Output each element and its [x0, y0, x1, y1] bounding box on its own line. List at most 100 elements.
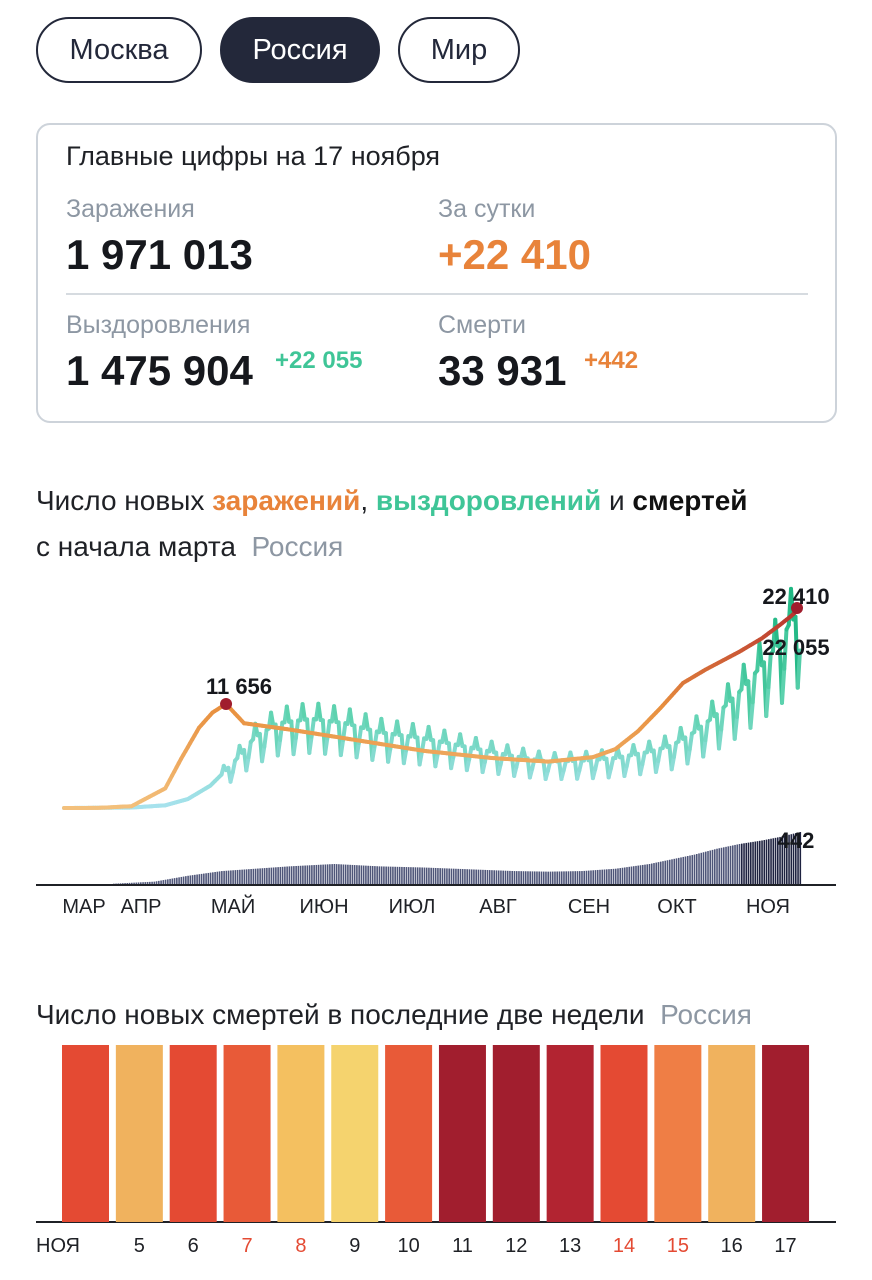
- deaths-bar: [421, 867, 423, 884]
- deaths-bar: [450, 868, 453, 884]
- deaths-bar: [655, 862, 658, 884]
- month-tick-label: ИЮН: [299, 896, 348, 918]
- title-region: Россия: [251, 531, 344, 562]
- deaths-bar: [414, 867, 417, 884]
- deaths-bar: [738, 844, 741, 884]
- deaths-bar: [117, 883, 120, 884]
- recoveries-line-segment: [370, 744, 377, 762]
- deaths-bar: [734, 844, 736, 884]
- death-bar: [169, 1045, 217, 1222]
- summary-card: Главные цифры на 17 ноября Заражения 1 9…: [36, 123, 837, 423]
- deaths-bar: [603, 869, 606, 884]
- deaths-bar: [329, 864, 331, 884]
- deaths-bar: [641, 864, 644, 884]
- deaths-bar: [466, 869, 468, 884]
- deaths-bar: [727, 846, 730, 884]
- title-deaths: смертей: [632, 485, 748, 516]
- deaths-bar: [513, 871, 516, 884]
- deaths-bar: [261, 868, 264, 884]
- deaths-bar: [632, 866, 635, 884]
- deaths-bar: [617, 868, 619, 884]
- deaths-bar: [378, 866, 381, 884]
- deaths-bar: [446, 868, 448, 884]
- deaths-bar: [380, 866, 383, 884]
- deaths-bar: [673, 858, 676, 884]
- recoveries-line-segment: [687, 731, 694, 752]
- death-bar: [385, 1045, 433, 1222]
- recoveries-line-segment: [363, 712, 370, 732]
- deaths-bar: [275, 867, 277, 884]
- death-bar: [546, 1045, 594, 1222]
- deaths-bar: [770, 838, 772, 884]
- deaths-bar: [234, 870, 237, 884]
- deaths-bar: [171, 878, 174, 884]
- deaths-bar: [524, 871, 527, 884]
- deaths-bar: [259, 868, 261, 884]
- deaths-bar: [569, 871, 572, 884]
- deaths-bar: [477, 869, 480, 884]
- deaths-bar: [437, 868, 439, 884]
- deaths-bar: [729, 845, 732, 884]
- deaths-bar: [423, 867, 426, 884]
- deaths-bar: [128, 882, 131, 884]
- deaths-bar: [542, 871, 545, 884]
- last-infections-dot: [791, 602, 803, 614]
- deaths-bar: [218, 871, 221, 884]
- deaths-bar: [389, 866, 392, 884]
- deaths-bar: [295, 866, 297, 884]
- death-bar-day-label: 13: [559, 1235, 581, 1257]
- deaths-bar: [308, 865, 311, 884]
- deaths-bar: [621, 867, 624, 884]
- deaths-bar: [644, 864, 646, 884]
- deaths-bar: [702, 852, 705, 884]
- death-bar-day-label: 11: [452, 1235, 473, 1257]
- deaths-bar: [430, 867, 432, 884]
- deaths-bar: [659, 861, 662, 884]
- deaths-bar: [320, 864, 322, 884]
- deaths-bar: [536, 871, 538, 884]
- tab-world[interactable]: Мир: [398, 17, 520, 83]
- peak-may-label: 11 656: [206, 674, 272, 699]
- deaths-bar: [484, 869, 486, 884]
- deaths-bar: [223, 870, 225, 884]
- deaths-bar: [574, 871, 577, 884]
- recoveries-line-segment: [332, 704, 339, 725]
- recoveries-line-segment: [262, 727, 269, 749]
- title-line2: с начала марта: [36, 531, 236, 562]
- tab-moscow[interactable]: Москва: [36, 17, 202, 83]
- deaths-bar: [554, 871, 556, 884]
- month-tick-label: МАЙ: [211, 894, 255, 918]
- deaths-bar: [140, 882, 142, 884]
- recoveries-line-segment: [323, 736, 330, 756]
- recoveries-line-segment: [307, 734, 314, 755]
- month-tick-label: ИЮЛ: [389, 896, 436, 918]
- deaths-bar: [772, 838, 775, 884]
- deaths-bar: [225, 870, 228, 884]
- deaths-bar: [531, 871, 534, 884]
- recoveries-line-segment: [757, 640, 764, 668]
- deaths-bar: [227, 870, 230, 884]
- deaths-bar: [637, 865, 640, 884]
- deaths-bar: [592, 870, 595, 884]
- deaths-bar: [119, 883, 122, 884]
- deaths-bar: [774, 837, 777, 884]
- deaths-bar: [623, 867, 626, 884]
- deaths-bar: [765, 839, 768, 884]
- deaths-bar: [279, 866, 282, 884]
- deaths-bar: [362, 865, 365, 884]
- tab-russia[interactable]: Россия: [220, 17, 380, 83]
- deaths-bar: [497, 870, 500, 884]
- deaths-bar: [538, 871, 541, 884]
- deaths-bar: [160, 880, 162, 884]
- deaths-bar: [144, 882, 147, 884]
- deaths-bar: [412, 867, 414, 884]
- infections-value: 1 971 013: [66, 231, 253, 278]
- deaths-bar: [455, 868, 457, 884]
- recoveries-line-segment: [244, 755, 251, 773]
- deaths-bar: [306, 865, 309, 884]
- deaths-bar: [725, 846, 727, 884]
- deaths-bar: [479, 869, 482, 884]
- deaths-bar: [286, 866, 288, 884]
- recoveries-line-segment: [284, 704, 292, 724]
- deaths-bar: [677, 857, 680, 884]
